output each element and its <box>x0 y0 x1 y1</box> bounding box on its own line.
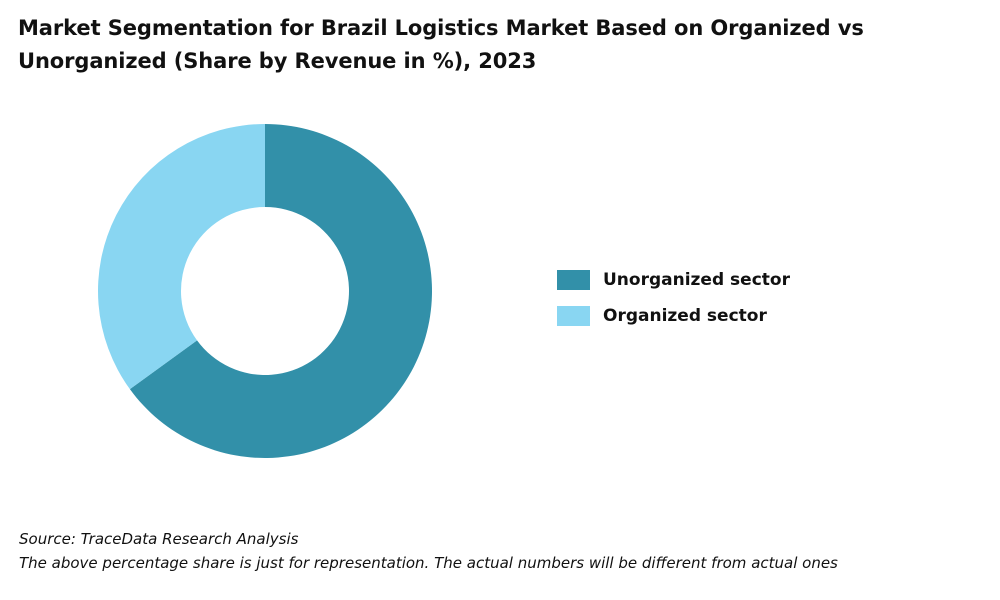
legend-swatch-unorganized-sector <box>557 270 590 290</box>
legend-label-organized-sector: Organized sector <box>603 306 767 326</box>
chart-legend: Unorganized sector Organized sector <box>557 262 790 334</box>
legend-swatch-organized-sector <box>557 306 590 326</box>
source-note: Source: TraceData Research Analysis <box>19 530 299 548</box>
chart-footer: Source: TraceData Research Analysis The … <box>19 527 838 575</box>
legend-item-unorganized-sector: Unorganized sector <box>557 262 790 298</box>
chart-title: Market Segmentation for Brazil Logistics… <box>18 16 864 73</box>
legend-label-unorganized-sector: Unorganized sector <box>603 270 790 290</box>
donut-slice-organized-sector <box>97 124 265 390</box>
donut-slice-unorganized-sector <box>129 124 432 458</box>
legend-item-organized-sector: Organized sector <box>557 298 790 334</box>
disclaimer-note: The above percentage share is just for r… <box>19 554 838 572</box>
